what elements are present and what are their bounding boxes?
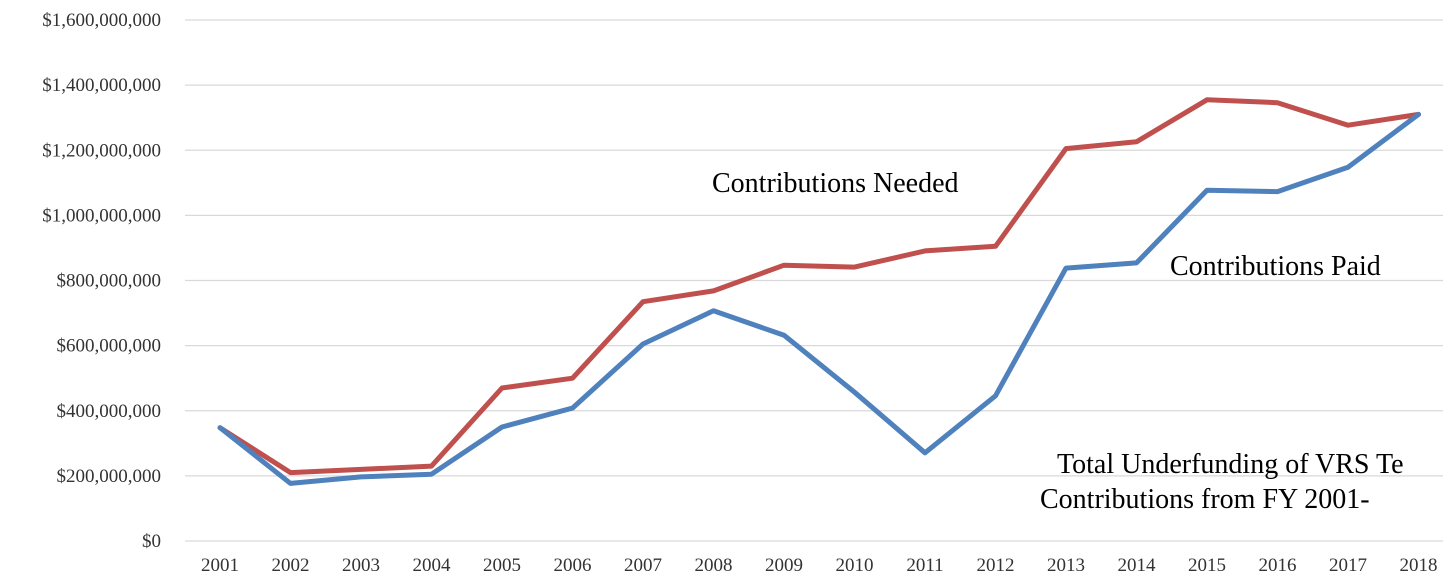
x-tick-label: 2017 xyxy=(1329,555,1367,576)
x-tick-label: 2014 xyxy=(1118,555,1157,576)
x-tick-label: 2004 xyxy=(413,555,452,576)
x-tick-label: 2005 xyxy=(483,555,521,576)
annotation-contributions-paid: Contributions Paid xyxy=(1170,251,1381,282)
x-tick-label: 2009 xyxy=(765,555,803,576)
y-tick-label: $0 xyxy=(142,531,161,552)
x-tick-label: 2013 xyxy=(1047,555,1085,576)
series-lines xyxy=(217,97,1421,486)
x-tick-label: 2006 xyxy=(554,555,592,576)
x-tick-label: 2016 xyxy=(1259,555,1297,576)
x-tick-label: 2012 xyxy=(977,555,1015,576)
y-tick-label: $1,600,000,000 xyxy=(42,10,161,31)
y-tick-label: $600,000,000 xyxy=(57,336,162,357)
x-tick-label: 2003 xyxy=(342,555,380,576)
x-tick-label: 2010 xyxy=(836,555,874,576)
x-tick-label: 2015 xyxy=(1188,555,1226,576)
annotation-total-underfunding-line2: Contributions from FY 2001- xyxy=(1040,484,1370,515)
x-tick-label: 2007 xyxy=(624,555,662,576)
annotation-total-underfunding-line1: Total Underfunding of VRS Te xyxy=(1057,449,1404,480)
y-tick-label: $1,400,000,000 xyxy=(42,75,161,96)
x-tick-label: 2008 xyxy=(695,555,733,576)
x-tick-label: 2001 xyxy=(201,555,239,576)
y-tick-label: $400,000,000 xyxy=(57,401,162,422)
y-tick-label: $1,000,000,000 xyxy=(42,205,161,226)
annotation-contributions-needed: Contributions Needed xyxy=(712,168,959,199)
y-tick-label: $800,000,000 xyxy=(57,271,162,292)
x-tick-label: 2002 xyxy=(272,555,310,576)
y-tick-label: $1,200,000,000 xyxy=(42,140,161,161)
x-tick-label: 2018 xyxy=(1400,555,1438,576)
series-line-contributions-paid xyxy=(217,111,1421,486)
y-tick-label: $200,000,000 xyxy=(57,466,162,487)
x-axis-tick-labels: 2001 2002 2003 2004 2005 2006 2007 2008 2009 2010… xyxy=(201,555,1438,576)
x-tick-label: 2011 xyxy=(906,555,943,576)
y-axis-tick-labels: $0 $200,000,000 $400,000,000 $600,000,000 $8… xyxy=(42,10,161,552)
series-line-contributions-needed xyxy=(217,97,1421,476)
